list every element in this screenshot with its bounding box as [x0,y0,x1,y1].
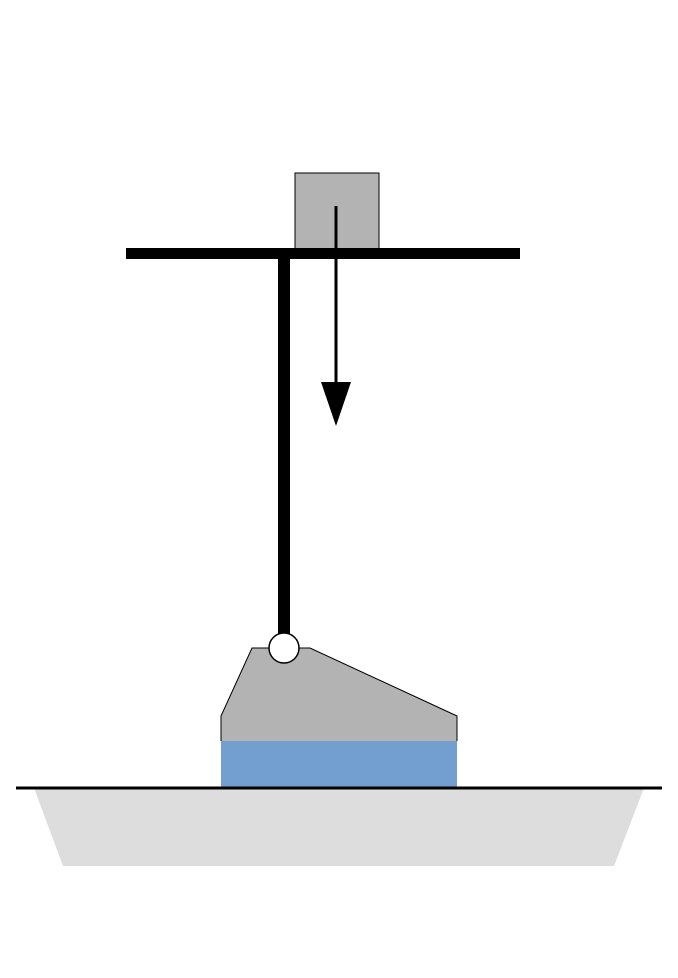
vertical-rod [278,254,290,638]
support-platform [34,788,644,866]
pivot-joint [268,632,300,664]
force-arrow [321,206,351,426]
force-arrow-head [321,382,351,426]
indenter-body [221,648,457,741]
specimen-layer [221,741,457,788]
crossbar [126,248,520,259]
